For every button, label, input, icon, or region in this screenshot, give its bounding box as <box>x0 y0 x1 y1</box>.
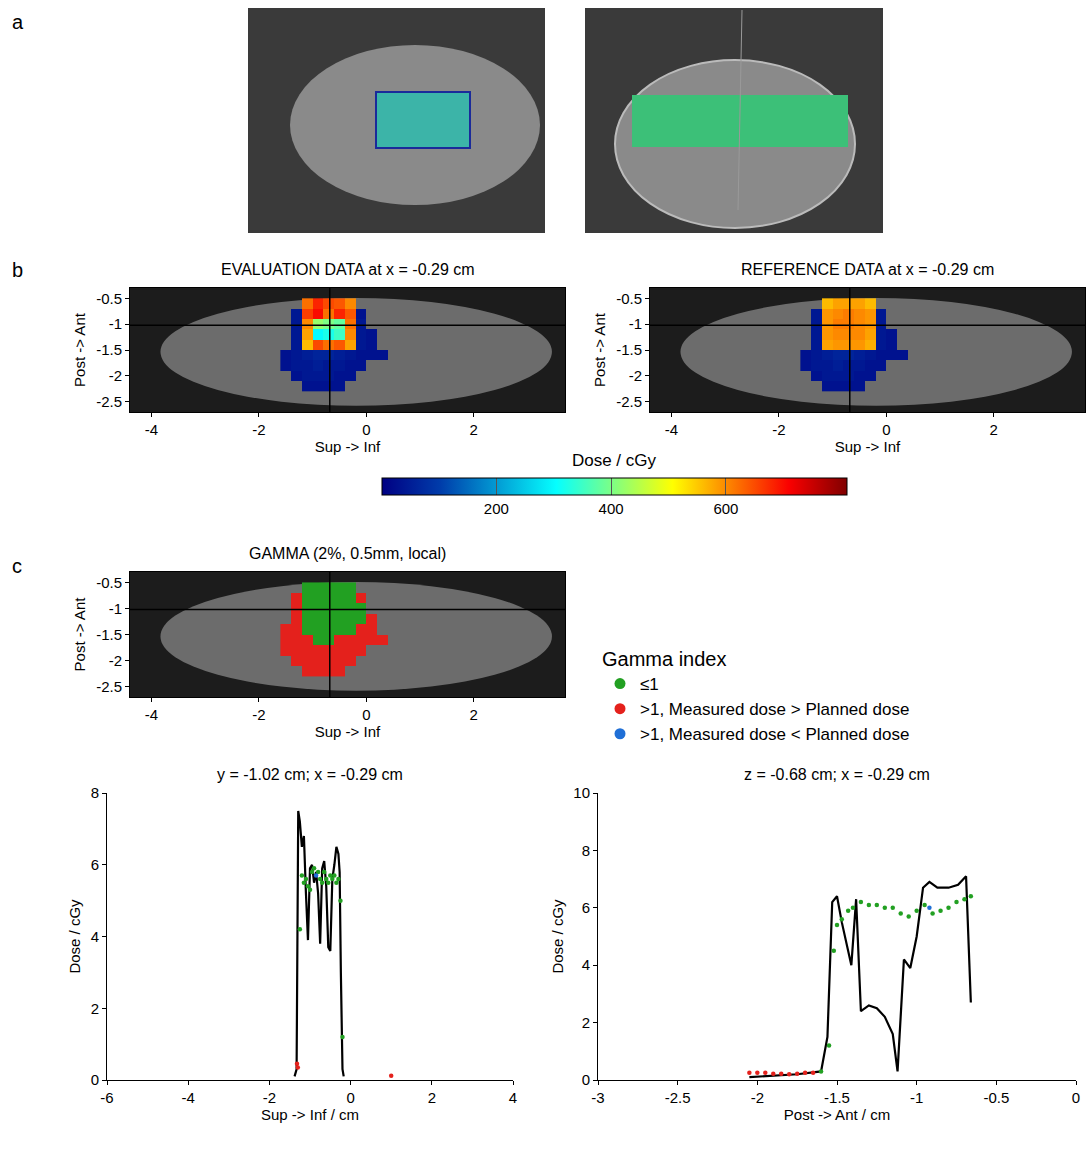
svg-text:a: a <box>12 11 24 33</box>
svg-text:0: 0 <box>882 421 890 438</box>
svg-text:-4: -4 <box>665 421 678 438</box>
svg-text:6: 6 <box>91 856 99 873</box>
svg-text:-2: -2 <box>772 421 785 438</box>
svg-text:c: c <box>12 555 22 577</box>
svg-text:b: b <box>12 259 23 281</box>
svg-text:-2.5: -2.5 <box>616 393 642 410</box>
svg-text:-0.5: -0.5 <box>983 1089 1009 1106</box>
svg-text:4: 4 <box>582 956 590 973</box>
svg-text:-2: -2 <box>109 652 122 669</box>
svg-text:Dose / cGy: Dose / cGy <box>66 899 83 974</box>
svg-text:-1.5: -1.5 <box>96 341 122 358</box>
svg-text:2: 2 <box>470 706 478 723</box>
svg-text:Sup -> Inf: Sup -> Inf <box>315 438 381 455</box>
svg-text:-2.5: -2.5 <box>96 678 122 695</box>
svg-text:Gamma index: Gamma index <box>602 648 727 670</box>
svg-text:0: 0 <box>1072 1089 1080 1106</box>
svg-text:-2: -2 <box>252 421 265 438</box>
svg-text:-1: -1 <box>109 315 122 332</box>
svg-text:-1: -1 <box>109 600 122 617</box>
svg-text:4: 4 <box>509 1089 517 1106</box>
svg-text:Sup -> Inf / cm: Sup -> Inf / cm <box>261 1106 359 1123</box>
svg-text:2: 2 <box>91 1000 99 1017</box>
svg-text:0: 0 <box>346 1089 354 1106</box>
svg-text:8: 8 <box>91 784 99 801</box>
svg-text:2: 2 <box>428 1089 436 1106</box>
svg-text:-0.5: -0.5 <box>96 290 122 307</box>
svg-text:10: 10 <box>573 784 590 801</box>
svg-text:2: 2 <box>470 421 478 438</box>
svg-text:4: 4 <box>91 928 99 945</box>
svg-text:-2: -2 <box>629 367 642 384</box>
svg-text:GAMMA (2%, 0.5mm, local): GAMMA (2%, 0.5mm, local) <box>249 545 446 562</box>
svg-text:Sup -> Inf: Sup -> Inf <box>835 438 901 455</box>
svg-text:-1.5: -1.5 <box>824 1089 850 1106</box>
svg-text:-2: -2 <box>751 1089 764 1106</box>
svg-text:-1: -1 <box>910 1089 923 1106</box>
svg-text:2: 2 <box>582 1014 590 1031</box>
svg-text:Post -> Ant: Post -> Ant <box>591 312 608 387</box>
svg-text:Dose / cGy: Dose / cGy <box>549 899 566 974</box>
svg-text:-2: -2 <box>109 367 122 384</box>
svg-text:Post -> Ant: Post -> Ant <box>71 597 88 672</box>
svg-text:REFERENCE DATA at x = -0.29 cm: REFERENCE DATA at x = -0.29 cm <box>741 261 994 278</box>
svg-text:>1, Measured dose > Planned do: >1, Measured dose > Planned dose <box>640 700 909 719</box>
svg-text:200: 200 <box>484 500 509 517</box>
svg-text:8: 8 <box>582 842 590 859</box>
svg-text:600: 600 <box>713 500 738 517</box>
svg-text:≤1: ≤1 <box>640 675 659 694</box>
svg-text:-2: -2 <box>252 706 265 723</box>
svg-text:Post -> Ant / cm: Post -> Ant / cm <box>784 1106 890 1123</box>
svg-text:-2.5: -2.5 <box>96 393 122 410</box>
svg-text:0: 0 <box>362 706 370 723</box>
svg-text:-1.5: -1.5 <box>96 626 122 643</box>
svg-text:400: 400 <box>599 500 624 517</box>
svg-text:-4: -4 <box>145 706 158 723</box>
svg-text:-0.5: -0.5 <box>616 290 642 307</box>
svg-text:z = -0.68 cm; x = -0.29 cm: z = -0.68 cm; x = -0.29 cm <box>744 766 930 783</box>
svg-text:Sup -> Inf: Sup -> Inf <box>315 723 381 740</box>
svg-text:-1.5: -1.5 <box>616 341 642 358</box>
svg-text:-2.5: -2.5 <box>665 1089 691 1106</box>
svg-text:Dose / cGy: Dose / cGy <box>572 451 657 470</box>
svg-text:2: 2 <box>990 421 998 438</box>
svg-text:0: 0 <box>362 421 370 438</box>
svg-text:EVALUATION DATA at x = -0.29 c: EVALUATION DATA at x = -0.29 cm <box>221 261 475 278</box>
svg-text:>1, Measured dose < Planned do: >1, Measured dose < Planned dose <box>640 725 909 744</box>
svg-text:0: 0 <box>582 1071 590 1088</box>
svg-text:-2: -2 <box>263 1089 276 1106</box>
svg-text:y = -1.02 cm; x = -0.29 cm: y = -1.02 cm; x = -0.29 cm <box>217 766 403 783</box>
svg-text:-4: -4 <box>145 421 158 438</box>
svg-text:-6: -6 <box>100 1089 113 1106</box>
svg-text:-1: -1 <box>629 315 642 332</box>
svg-text:Post -> Ant: Post -> Ant <box>71 312 88 387</box>
svg-text:6: 6 <box>582 899 590 916</box>
svg-text:-0.5: -0.5 <box>96 574 122 591</box>
svg-text:-3: -3 <box>591 1089 604 1106</box>
svg-text:-4: -4 <box>182 1089 195 1106</box>
svg-text:0: 0 <box>91 1071 99 1088</box>
